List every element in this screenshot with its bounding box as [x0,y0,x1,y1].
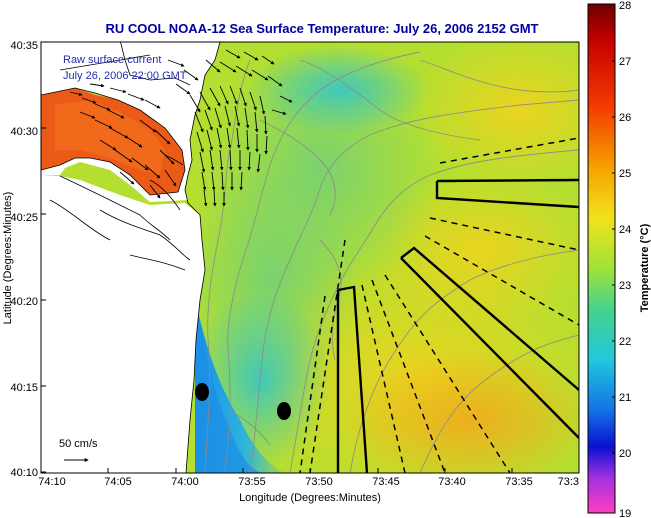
colorbar-tick-label: 28 [619,0,631,12]
warm-patch-orange [340,350,579,473]
cool-patch-north [250,45,430,135]
overlay-line-2: July 26, 2006 22:00 GMT [63,70,187,82]
y-tick-label: 40:35 [10,40,38,52]
colorbar-tick-label: 22 [619,336,631,348]
y-tick-label: 40:25 [10,212,38,224]
x-tick-label: 73:3 [558,476,579,488]
colorbar-tick-label: 25 [619,168,631,180]
map-plot-area: Raw surface current July 26, 2006 22:00 … [41,42,579,473]
colorbar-tick-label: 27 [619,56,631,68]
x-tick-label: 73:55 [238,476,266,488]
bathymetry-contours [204,51,579,473]
y-tick-labels: 40:35 40:30 40:25 40:20 40:15 40:10 [10,40,38,479]
x-tick-label: 74:10 [38,476,66,488]
overlay-line-1: Raw surface current [63,54,161,66]
colorbar-tick-label: 24 [619,224,631,236]
y-axis-label: Latitude (Degrees:Minutes) [2,192,14,325]
colorbar-label: Temperature (°C) [639,223,651,312]
x-tick-label: 73:50 [305,476,333,488]
colorbar-ticks: 28 27 26 25 24 23 22 21 20 19 [619,0,631,518]
x-axis-label: Longitude (Degrees:Minutes) [239,492,381,504]
warm-patch-northeast [410,42,579,190]
x-tick-label: 73:45 [372,476,400,488]
current-vectors [69,49,293,207]
station-marker-2 [277,402,291,420]
land-new-jersey [41,175,205,473]
figure-title: RU COOL NOAA-12 Sea Surface Temperature:… [105,21,538,36]
land-north-shore [41,42,220,202]
y-tick-label: 40:30 [10,126,38,138]
axis-tick-marks [40,41,513,473]
station-marker-1 [195,383,209,401]
x-tick-label: 73:40 [438,476,466,488]
beam-south [336,285,369,473]
colorbar-tick-label: 26 [619,112,631,124]
beam-boundaries [299,137,579,473]
x-tick-label: 73:35 [505,476,533,488]
bay-warm-core [55,100,165,175]
colorbar-tick-marks [612,60,615,454]
colorbar-tick-label: 20 [619,448,631,460]
colorbar-tick-label: 19 [619,508,631,518]
upwelling-core [196,305,262,473]
y-tick-label: 40:20 [10,296,38,308]
scale-label: 50 cm/s [59,438,98,450]
x-tick-label: 74:05 [104,476,132,488]
coastline-lines [41,42,221,473]
colorbar [587,3,616,514]
colorbar-tick-label: 21 [619,392,631,404]
colorbar-tick-label: 23 [619,280,631,292]
radar-beams [336,178,579,473]
y-tick-label: 40:10 [10,467,38,479]
x-tick-label: 74:00 [171,476,199,488]
beam-east [435,178,579,209]
beam-southeast [400,246,579,439]
y-tick-label: 40:15 [10,382,38,394]
x-tick-labels: 74:10 74:05 74:00 73:55 73:50 73:45 73:4… [38,476,579,488]
